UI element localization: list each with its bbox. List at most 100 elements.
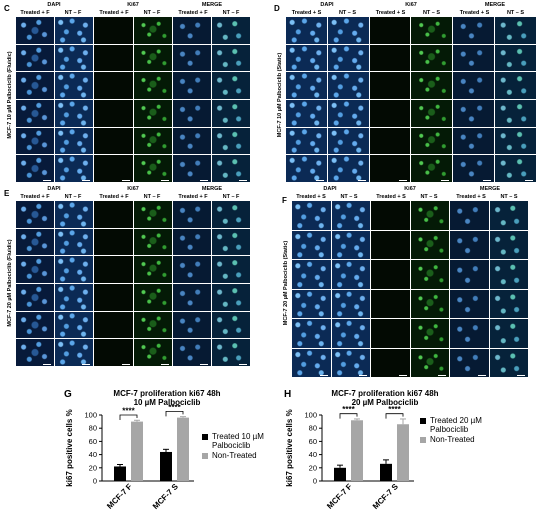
micrograph-tile <box>286 99 327 127</box>
micrograph-tile <box>292 201 331 230</box>
micrograph-tile <box>286 17 327 44</box>
micrograph-tile <box>55 311 94 339</box>
scale-bar <box>121 179 130 181</box>
micrograph-tile <box>495 155 536 182</box>
category-label: MCF-7 S <box>371 482 400 511</box>
micrograph-tile <box>453 99 495 127</box>
micrograph-tile <box>369 72 411 99</box>
micrograph-tile <box>172 99 211 127</box>
panel-d-channel-merge: MERGE <box>484 2 506 8</box>
scale-bar <box>43 363 52 365</box>
scale-bar <box>315 179 324 181</box>
micrograph-tile <box>16 201 55 228</box>
micrograph-tile <box>172 311 211 339</box>
significance-bracket <box>385 413 404 419</box>
scale-bar <box>438 375 446 376</box>
category-label: MCF-7 S <box>151 482 180 511</box>
micrograph-tile <box>327 127 369 155</box>
panel-c-sub-nt: NT – F <box>64 10 82 16</box>
micrograph-tile <box>489 230 528 259</box>
panel-label-e: E <box>4 189 10 198</box>
chart-g-legend-treated: Treated 10 µM Palbociclib <box>212 432 264 450</box>
bar <box>131 421 143 481</box>
micrograph-tile <box>292 289 331 318</box>
micrograph-tile <box>133 44 172 72</box>
micrograph-tile <box>94 17 133 44</box>
micrograph-tile <box>172 339 211 366</box>
micrograph-tile <box>55 256 94 283</box>
panel-d-image-grid <box>286 17 536 182</box>
micrograph-tile <box>292 230 331 259</box>
panel-label-d: D <box>274 4 280 13</box>
micrograph-tile <box>172 155 211 182</box>
micrograph-tile <box>16 127 55 155</box>
panel-e-sub-nt: NT – F <box>64 194 82 200</box>
micrograph-tile <box>133 339 172 366</box>
panel-d-channel-ki67: Ki67 <box>405 2 417 8</box>
micrograph-tile <box>133 127 172 155</box>
chart-g-legend-swatch-treated <box>202 434 208 440</box>
micrograph-tile <box>211 44 250 72</box>
micrograph-tile <box>211 283 250 311</box>
panel-label-c: C <box>4 4 10 13</box>
micrograph-tile <box>172 283 211 311</box>
micrograph-tile <box>327 99 369 127</box>
y-tick-label: 40 <box>89 450 97 459</box>
micrograph-tile <box>495 127 536 155</box>
significance-label: **** <box>342 405 355 414</box>
scale-bar <box>82 179 91 181</box>
scale-bar <box>357 179 366 181</box>
micrograph-tile <box>410 230 449 259</box>
micrograph-tile <box>286 127 327 155</box>
panel-label-f: F <box>282 196 287 205</box>
micrograph-tile <box>133 72 172 99</box>
scale-bar <box>82 363 91 365</box>
micrograph-tile <box>411 17 453 44</box>
micrograph-tile <box>327 72 369 99</box>
micrograph-tile <box>133 155 172 182</box>
micrograph-tile <box>286 44 327 72</box>
scale-bar <box>239 363 247 365</box>
y-axis-label: ki67 positive cells % <box>285 409 294 486</box>
micrograph-tile <box>16 311 55 339</box>
chart-h-legend: Treated 20 µM Palbociclib Non-Treated <box>420 416 500 456</box>
panel-e-channel-ki67: Ki67 <box>127 186 139 192</box>
panel-d-channel-dapi: DAPI <box>320 2 334 8</box>
chart-g-subtitle: 10 µM Palbociclib <box>133 398 201 407</box>
panel-e-sub-treated: Treated + F <box>20 194 50 200</box>
micrograph-tile <box>172 228 211 256</box>
panel-e-row-label: MCF-7 20 µM Palbociclib (Fluidic) <box>7 239 13 327</box>
micrograph-tile <box>133 99 172 127</box>
panel-c-channel-ki67: Ki67 <box>127 2 139 8</box>
micrograph-tile <box>489 348 528 377</box>
micrograph-tile <box>55 44 94 72</box>
micrograph-tile <box>16 228 55 256</box>
micrograph-tile <box>94 228 133 256</box>
micrograph-tile <box>410 319 449 348</box>
scale-bar <box>160 363 169 365</box>
category-label: MCF-7 F <box>105 482 134 511</box>
micrograph-tile <box>55 155 94 182</box>
panel-d-sub-treated-merge: Treated + S <box>459 10 490 16</box>
chart-h-legend-swatch-treated <box>420 418 426 424</box>
micrograph-tile <box>453 72 495 99</box>
micrograph-tile <box>94 256 133 283</box>
chart-h: 0 20 40 60 80 100 ki67 positive cells % **** MCF… <box>285 405 414 511</box>
micrograph-tile <box>371 260 410 289</box>
significance-bracket <box>339 413 358 419</box>
bar <box>351 420 363 481</box>
significance-label: **** <box>122 407 135 416</box>
micrograph-tile <box>211 339 250 366</box>
panel-c-sub-nt-merge: NT – F <box>222 10 240 16</box>
panel-f-sub-treated: Treated + S <box>296 194 326 200</box>
y-tick-label: 100 <box>84 411 97 420</box>
micrograph-tile <box>211 72 250 99</box>
micrograph-tile <box>16 99 55 127</box>
micrograph-tile <box>369 155 411 182</box>
micrograph-tile <box>133 256 172 283</box>
scale-bar <box>239 179 247 181</box>
panel-f-channel-merge: MERGE <box>479 186 501 192</box>
panel-label-h: H <box>284 389 292 400</box>
panel-e-channel-dapi: DAPI <box>47 186 61 192</box>
micrograph-tile <box>369 127 411 155</box>
